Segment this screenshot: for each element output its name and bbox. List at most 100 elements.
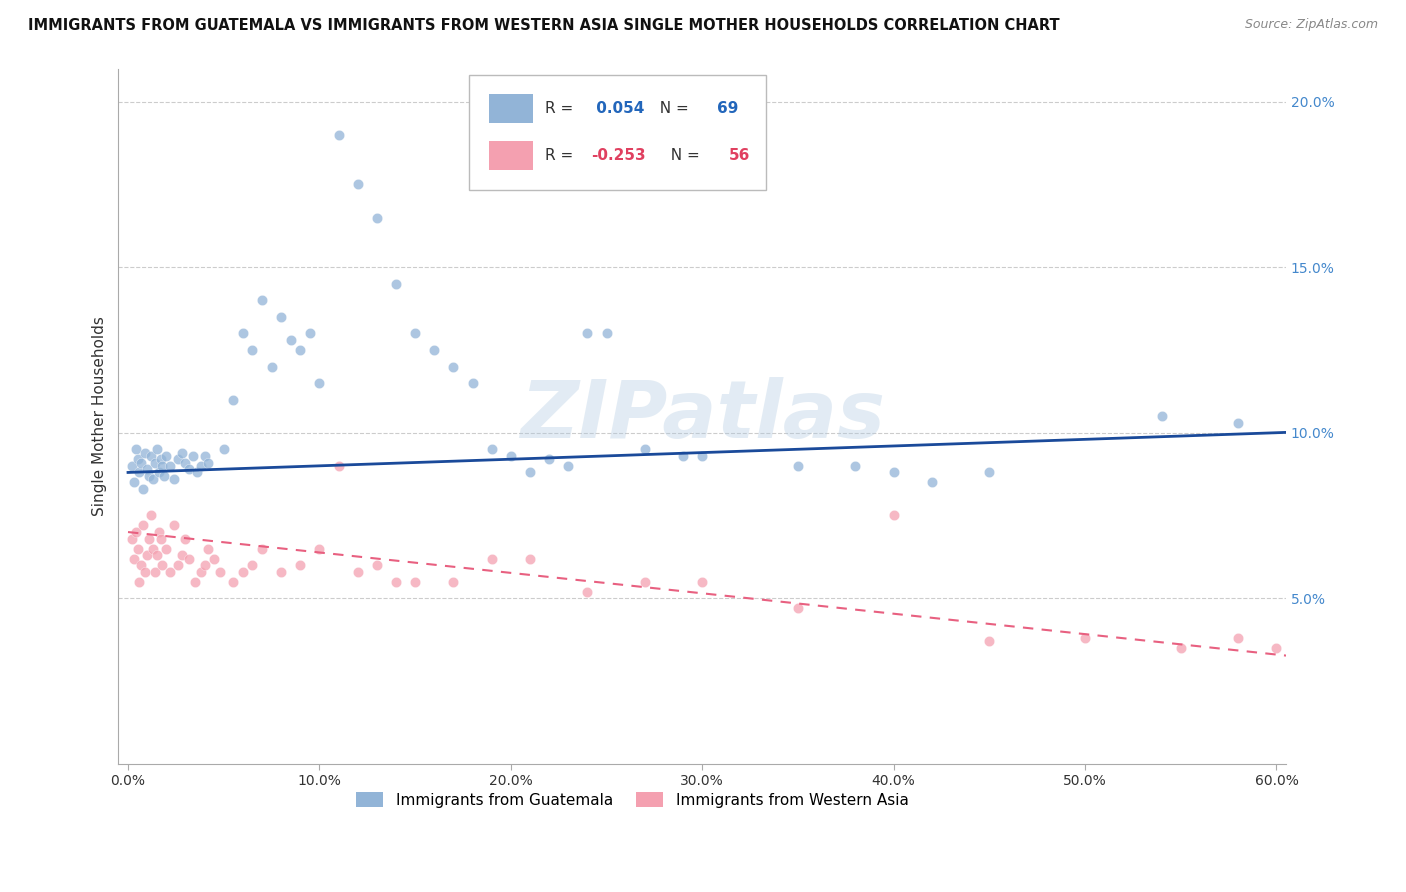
Point bbox=[232, 326, 254, 341]
Point bbox=[1227, 631, 1250, 645]
Point bbox=[499, 449, 522, 463]
Point bbox=[1265, 640, 1288, 655]
Text: R =: R = bbox=[544, 148, 578, 163]
Point bbox=[197, 456, 219, 470]
Point bbox=[212, 442, 235, 457]
Point bbox=[166, 558, 188, 573]
Text: 56: 56 bbox=[730, 148, 751, 163]
Point bbox=[634, 574, 657, 589]
Point bbox=[270, 565, 292, 579]
Point bbox=[222, 392, 245, 407]
Point bbox=[979, 466, 1001, 480]
Point bbox=[787, 601, 810, 615]
Point bbox=[250, 541, 273, 556]
Text: 0.054: 0.054 bbox=[592, 101, 645, 116]
Point bbox=[179, 551, 201, 566]
Point bbox=[222, 574, 245, 589]
Point bbox=[1150, 409, 1173, 424]
Point bbox=[128, 574, 150, 589]
Point bbox=[1170, 640, 1192, 655]
Point bbox=[242, 343, 264, 357]
Point bbox=[844, 458, 866, 473]
Point bbox=[346, 565, 368, 579]
Point bbox=[1227, 416, 1250, 430]
Point bbox=[404, 574, 426, 589]
Point bbox=[290, 343, 312, 357]
Point bbox=[174, 532, 197, 546]
Point bbox=[145, 548, 167, 562]
Y-axis label: Single Mother Households: Single Mother Households bbox=[93, 317, 107, 516]
Point bbox=[1284, 648, 1306, 662]
Point bbox=[159, 458, 181, 473]
Point bbox=[153, 468, 176, 483]
Point bbox=[557, 458, 579, 473]
Point bbox=[481, 551, 503, 566]
Point bbox=[142, 472, 165, 486]
Point bbox=[148, 466, 170, 480]
Point bbox=[346, 178, 368, 192]
FancyBboxPatch shape bbox=[468, 76, 766, 190]
Text: 69: 69 bbox=[717, 101, 738, 116]
Point bbox=[121, 532, 143, 546]
Point bbox=[538, 452, 561, 467]
Legend: Immigrants from Guatemala, Immigrants from Western Asia: Immigrants from Guatemala, Immigrants fr… bbox=[349, 784, 917, 815]
Point bbox=[159, 565, 181, 579]
Point bbox=[163, 518, 186, 533]
Point bbox=[170, 548, 193, 562]
Point bbox=[883, 466, 905, 480]
Point bbox=[134, 565, 156, 579]
Point bbox=[128, 466, 150, 480]
Point bbox=[143, 456, 166, 470]
Point bbox=[174, 456, 197, 470]
Bar bbox=[488, 94, 533, 123]
Text: ZIPatlas: ZIPatlas bbox=[520, 377, 884, 455]
Point bbox=[186, 466, 208, 480]
Text: N =: N = bbox=[661, 148, 704, 163]
Point bbox=[124, 524, 146, 539]
Point bbox=[1074, 631, 1097, 645]
Point bbox=[328, 128, 350, 142]
Point bbox=[787, 458, 810, 473]
Point bbox=[690, 449, 713, 463]
Point bbox=[155, 541, 177, 556]
Point bbox=[519, 466, 541, 480]
Point bbox=[208, 565, 231, 579]
Point bbox=[308, 541, 330, 556]
Point bbox=[242, 558, 264, 573]
Point bbox=[179, 462, 201, 476]
Point bbox=[134, 445, 156, 459]
Point bbox=[298, 326, 321, 341]
Point bbox=[138, 468, 160, 483]
Point bbox=[127, 452, 149, 467]
Point bbox=[163, 472, 186, 486]
Point bbox=[270, 310, 292, 324]
Point bbox=[131, 456, 153, 470]
Text: IMMIGRANTS FROM GUATEMALA VS IMMIGRANTS FROM WESTERN ASIA SINGLE MOTHER HOUSEHOL: IMMIGRANTS FROM GUATEMALA VS IMMIGRANTS … bbox=[28, 18, 1060, 33]
Point bbox=[232, 565, 254, 579]
Point bbox=[142, 541, 165, 556]
Point bbox=[124, 442, 146, 457]
Point bbox=[197, 541, 219, 556]
Text: -0.253: -0.253 bbox=[592, 148, 645, 163]
Point bbox=[202, 551, 225, 566]
Point bbox=[139, 508, 162, 523]
Point bbox=[136, 462, 159, 476]
Point bbox=[127, 541, 149, 556]
Point bbox=[634, 442, 657, 457]
Point bbox=[385, 277, 408, 291]
Point bbox=[366, 211, 388, 225]
Point bbox=[595, 326, 617, 341]
Point bbox=[131, 558, 153, 573]
Point bbox=[152, 558, 174, 573]
Point bbox=[190, 458, 212, 473]
Point bbox=[122, 551, 145, 566]
Point bbox=[138, 532, 160, 546]
Point bbox=[481, 442, 503, 457]
Point bbox=[461, 376, 484, 390]
Point bbox=[690, 574, 713, 589]
Text: Source: ZipAtlas.com: Source: ZipAtlas.com bbox=[1244, 18, 1378, 31]
Point bbox=[132, 482, 155, 496]
Point bbox=[672, 449, 695, 463]
Point bbox=[385, 574, 408, 589]
Point bbox=[122, 475, 145, 490]
